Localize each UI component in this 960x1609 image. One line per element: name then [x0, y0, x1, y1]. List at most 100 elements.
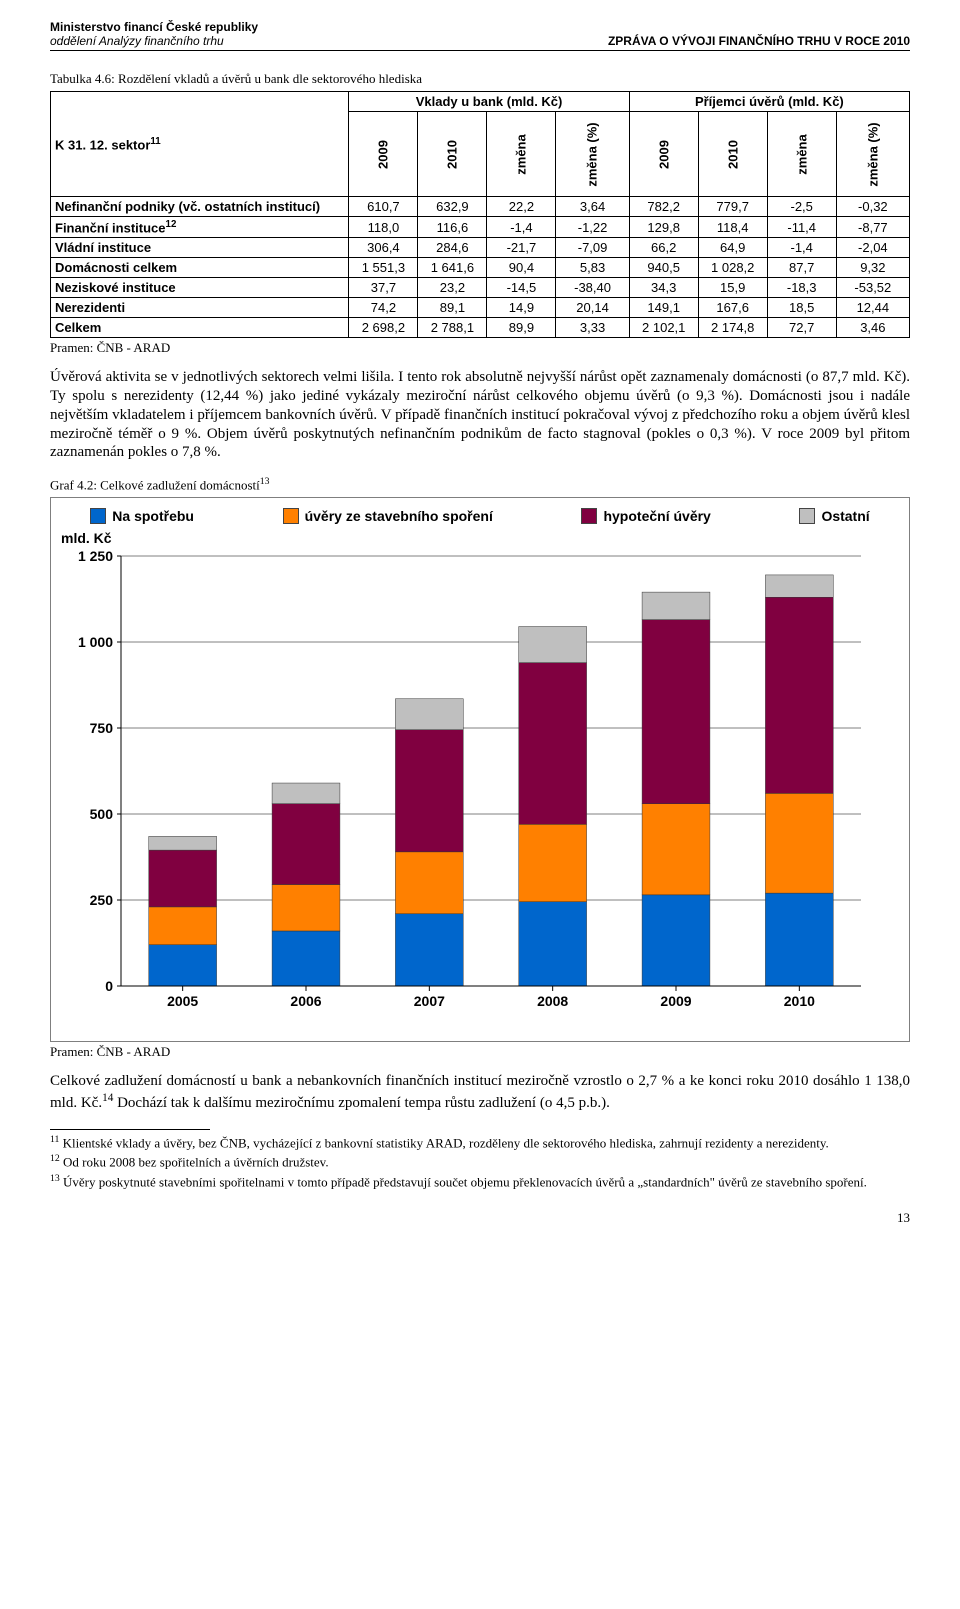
table-corner: K 31. 12. sektor11	[51, 92, 349, 197]
cell: -8,77	[836, 217, 909, 238]
footnote-12: 12 Od roku 2008 bez spořitelních a úvěrn…	[50, 1153, 910, 1170]
svg-text:2010: 2010	[784, 993, 815, 1009]
svg-text:500: 500	[90, 806, 114, 822]
cell: -18,3	[767, 278, 836, 298]
cell: 940,5	[629, 258, 698, 278]
cell: 12,44	[836, 298, 909, 318]
cell: 3,46	[836, 318, 909, 338]
legend-label: Ostatní	[821, 508, 869, 524]
cell: 116,6	[418, 217, 487, 238]
cell: 5,83	[556, 258, 629, 278]
table-row: Celkem2 698,22 788,189,93,332 102,12 174…	[51, 318, 910, 338]
bar-segment	[149, 945, 217, 986]
cell: -14,5	[487, 278, 556, 298]
bar-segment	[519, 902, 587, 986]
bar-segment	[642, 895, 710, 986]
footnotes: 11 Klientské vklady a úvěry, bez ČNB, vy…	[50, 1129, 910, 1190]
col-header: 2009	[349, 112, 418, 197]
row-label: Neziskové instituce	[51, 278, 349, 298]
cell: 118,0	[349, 217, 418, 238]
header-dept: oddělení Analýzy finančního trhu	[50, 34, 258, 48]
cell: -53,52	[836, 278, 909, 298]
chart-container: Na spotřebu úvěry ze stavebního spoření hy…	[50, 497, 910, 1042]
table-row: Vládní instituce306,4284,6-21,7-7,0966,2…	[51, 238, 910, 258]
cell: 90,4	[487, 258, 556, 278]
bar-segment	[642, 804, 710, 895]
bar-segment	[765, 598, 833, 794]
cell: 64,9	[698, 238, 767, 258]
header-title: ZPRÁVA O VÝVOJI FINANČNÍHO TRHU V ROCE 2…	[608, 34, 910, 48]
chart-legend: Na spotřebu úvěry ze stavebního spoření hy…	[61, 508, 899, 524]
cell: 149,1	[629, 298, 698, 318]
bar-segment	[642, 593, 710, 621]
cell: 782,2	[629, 197, 698, 217]
legend-label: úvěry ze stavebního spoření	[305, 508, 493, 524]
cell: 3,64	[556, 197, 629, 217]
row-label: Nefinanční podniky (vč. ostatních instit…	[51, 197, 349, 217]
col-header: změna (%)	[836, 112, 909, 197]
legend-item: hypoteční úvěry	[581, 508, 710, 524]
table-row: Neziskové instituce37,723,2-14,5-38,4034…	[51, 278, 910, 298]
bar-segment	[395, 852, 463, 914]
cell: -7,09	[556, 238, 629, 258]
bar-segment	[272, 931, 340, 986]
cell: 284,6	[418, 238, 487, 258]
cell: -2,5	[767, 197, 836, 217]
cell: -21,7	[487, 238, 556, 258]
cell: 22,2	[487, 197, 556, 217]
cell: -11,4	[767, 217, 836, 238]
bar-segment	[519, 825, 587, 902]
footnote-13: 13 Úvěry poskytnuté stavebními spořiteln…	[50, 1173, 910, 1190]
cell: 34,3	[629, 278, 698, 298]
legend-item: úvěry ze stavebního spoření	[283, 508, 493, 524]
doc-header: Ministerstvo financí České republiky odd…	[50, 20, 910, 51]
col-header: změna (%)	[556, 112, 629, 197]
svg-text:2007: 2007	[414, 993, 445, 1009]
chart-caption: Graf 4.2: Celkové zadlužení domácností13	[50, 476, 910, 493]
cell: 15,9	[698, 278, 767, 298]
cell: 89,1	[418, 298, 487, 318]
cell: 72,7	[767, 318, 836, 338]
legend-swatch	[90, 508, 106, 524]
table-row: Domácnosti celkem1 551,31 641,690,45,839…	[51, 258, 910, 278]
table-source: Pramen: ČNB - ARAD	[50, 340, 910, 356]
page-number: 13	[50, 1210, 910, 1226]
bar-segment	[149, 837, 217, 851]
cell: 66,2	[629, 238, 698, 258]
legend-item: Na spotřebu	[90, 508, 194, 524]
cell: 23,2	[418, 278, 487, 298]
cell: -1,4	[487, 217, 556, 238]
cell: -1,4	[767, 238, 836, 258]
col-header: změna	[487, 112, 556, 197]
legend-swatch	[799, 508, 815, 524]
legend-label: Na spotřebu	[112, 508, 194, 524]
cell: 14,9	[487, 298, 556, 318]
cell: 89,9	[487, 318, 556, 338]
bar-segment	[395, 914, 463, 986]
cell: 2 788,1	[418, 318, 487, 338]
cell: 1 028,2	[698, 258, 767, 278]
col-header: 2010	[698, 112, 767, 197]
cell: 632,9	[418, 197, 487, 217]
cell: 167,6	[698, 298, 767, 318]
col-header: změna	[767, 112, 836, 197]
bar-segment	[395, 699, 463, 730]
cell: 1 641,6	[418, 258, 487, 278]
paragraph-1: Úvěrová aktivita se v jednotlivých sekto…	[50, 368, 910, 462]
data-table: K 31. 12. sektor11 Vklady u bank (mld. K…	[50, 91, 910, 338]
cell: -2,04	[836, 238, 909, 258]
footnote-11: 11 Klientské vklady a úvěry, bez ČNB, vy…	[50, 1134, 910, 1151]
cell: 129,8	[629, 217, 698, 238]
cell: -38,40	[556, 278, 629, 298]
row-label: Domácnosti celkem	[51, 258, 349, 278]
cell: 118,4	[698, 217, 767, 238]
cell: 2 698,2	[349, 318, 418, 338]
bar-segment	[765, 575, 833, 597]
row-label: Finanční instituce12	[51, 217, 349, 238]
table-row: Finanční instituce12118,0116,6-1,4-1,221…	[51, 217, 910, 238]
chart-y-label: mld. Kč	[61, 530, 899, 546]
paragraph-2: Celkové zadlužení domácností u bank a ne…	[50, 1072, 910, 1113]
bar-segment	[149, 907, 217, 945]
svg-text:2008: 2008	[537, 993, 568, 1009]
col-group-2: Příjemci úvěrů (mld. Kč)	[629, 92, 909, 112]
